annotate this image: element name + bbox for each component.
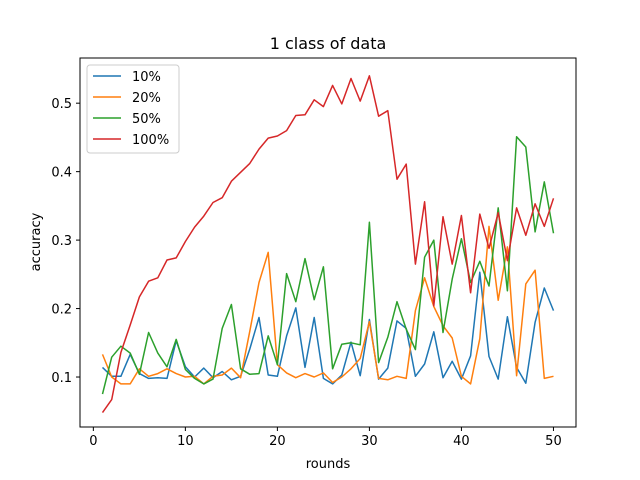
legend-label-3: 100% [132, 133, 169, 148]
x-axis-label: rounds [306, 457, 351, 472]
series-line-2 [101, 135, 555, 395]
y-tick-label-1: 0.2 [51, 303, 72, 318]
y-axis: 0.1 0.2 0.3 0.4 0.5 [51, 97, 80, 386]
y-tick-label-2: 0.3 [51, 234, 72, 249]
x-tick-label-4: 40 [453, 434, 470, 449]
x-axis: 0 10 20 30 40 50 [89, 427, 562, 449]
legend: 10% 20% 50% 100% [86, 64, 180, 154]
y-axis-label: accuracy [29, 212, 44, 271]
legend-label-1: 20% [132, 91, 161, 106]
x-tick-label-2: 20 [269, 434, 286, 449]
plot-frame [79, 57, 577, 428]
series-line-1 [101, 225, 554, 385]
x-tick-label-5: 50 [545, 434, 562, 449]
series-line-3 [101, 75, 555, 414]
x-tick-label-0: 0 [89, 434, 97, 449]
legend-box [86, 64, 180, 154]
legend-label-2: 50% [132, 112, 161, 127]
y-tick-label-4: 0.5 [51, 97, 72, 112]
y-tick-label-0: 0.1 [51, 371, 72, 386]
legend-label-0: 10% [132, 70, 161, 85]
x-tick-label-3: 30 [361, 434, 378, 449]
chart-title: 1 class of data [270, 34, 387, 53]
series-layer [101, 75, 555, 414]
y-tick-label-3: 0.4 [51, 166, 72, 181]
x-tick-label-1: 10 [177, 434, 194, 449]
